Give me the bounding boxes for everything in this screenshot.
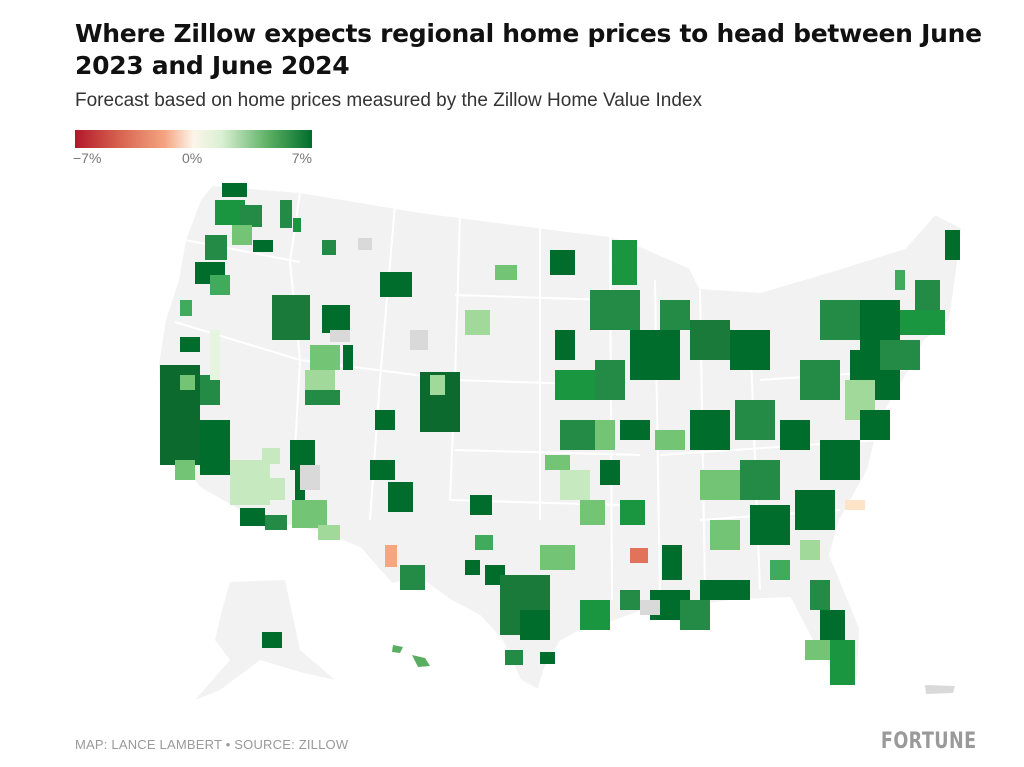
chart-subtitle: Forecast based on home prices measured b… <box>75 90 702 111</box>
legend-min-label: −7% <box>73 150 102 166</box>
fortune-logo: FORTUNE <box>880 729 976 754</box>
legend-mid-label: 0% <box>182 150 203 166</box>
source-credit: MAP: LANCE LAMBERT • SOURCE: ZILLOW <box>75 737 349 752</box>
legend-gradient-bar <box>75 130 312 148</box>
legend-max-label: 7% <box>291 150 312 166</box>
chart-title: Where Zillow expects regional home price… <box>75 19 982 80</box>
color-legend: −7% 0% 7% <box>73 130 312 168</box>
hawaii-shape <box>392 645 430 667</box>
metro-regions <box>160 183 960 685</box>
us-choropleth-map <box>156 183 964 700</box>
legend-labels: −7% 0% 7% <box>73 150 312 168</box>
puerto-rico-shape <box>925 685 955 694</box>
